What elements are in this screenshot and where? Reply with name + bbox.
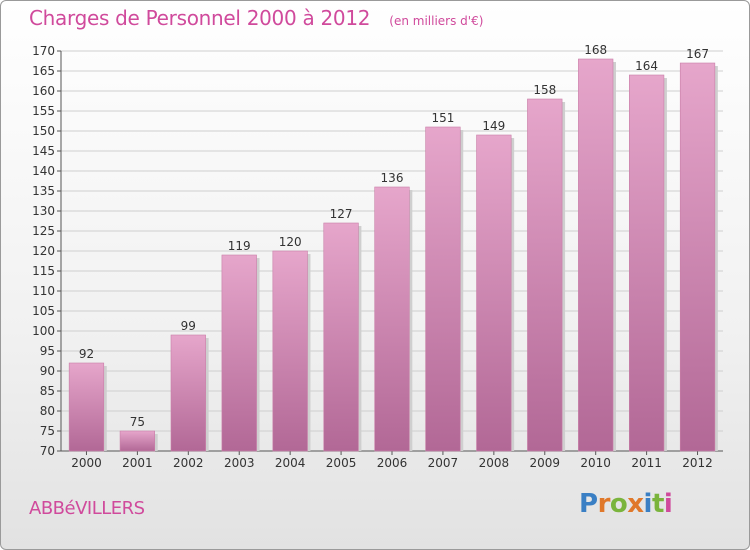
logo-letter: o: [609, 489, 628, 519]
town-name: ABBéVILLERS: [29, 498, 145, 519]
bar-2012: [679, 62, 716, 452]
y-tick-label: 115: [32, 264, 55, 278]
logo-letter: i: [663, 489, 673, 519]
data-label: 151: [431, 111, 454, 125]
y-tick-label: 155: [32, 104, 55, 118]
y-tick-label: 80: [40, 404, 55, 418]
y-tick-label: 105: [32, 304, 55, 318]
bar-2009: [527, 98, 563, 452]
proxiti-logo: Proxiti: [579, 489, 673, 519]
y-tick-label: 95: [40, 344, 55, 358]
x-tick-labels: 2000 2001 2002 2003 2004 2005 2006 2007 2008 2009…: [71, 456, 713, 470]
bars: [68, 58, 718, 452]
x-tick-label: 2008: [479, 456, 510, 470]
y-tick-label: 140: [32, 164, 55, 178]
bar-2003: [221, 254, 257, 452]
data-label: 119: [228, 239, 251, 253]
data-label: 149: [482, 119, 505, 133]
x-tick-label: 2006: [377, 456, 408, 470]
y-tick-label: 135: [32, 184, 55, 198]
x-tick-label: 2009: [529, 456, 560, 470]
data-label: 164: [635, 59, 658, 73]
y-tick-label: 170: [32, 44, 55, 58]
y-tick-label: 130: [32, 204, 55, 218]
y-tick-label: 125: [32, 224, 55, 238]
bar-2007: [425, 126, 461, 452]
y-tick-label: 85: [40, 384, 55, 398]
y-tick-label: 110: [32, 284, 55, 298]
y-tick-label: 75: [40, 424, 55, 438]
x-tick-label: 2001: [122, 456, 153, 470]
x-tick-label: 2002: [173, 456, 204, 470]
data-label: 136: [381, 171, 404, 185]
data-label: 158: [533, 83, 556, 97]
y-tick-label: 150: [32, 124, 55, 138]
y-tick-labels: 70 75 80 85 90 95 100 105 110 115 120 125 130 135 140 1…: [32, 44, 55, 458]
y-tick-label: 145: [32, 144, 55, 158]
bar-2008: [476, 134, 512, 452]
y-tick-label: 70: [40, 444, 55, 458]
bar-2004: [272, 250, 308, 452]
logo-letter: x: [627, 489, 644, 519]
y-tick-label: 90: [40, 364, 55, 378]
y-tick-label: 100: [32, 324, 55, 338]
data-label: 167: [686, 47, 709, 61]
data-label: 92: [79, 347, 94, 361]
x-tick-label: 2012: [682, 456, 713, 470]
logo-letter: t: [651, 489, 664, 519]
bar-2005: [323, 222, 359, 452]
bar-2006: [374, 186, 410, 452]
logo-letter: P: [579, 489, 598, 519]
bar-2001: [119, 430, 155, 452]
x-tick-label: 2003: [224, 456, 255, 470]
data-label: 99: [181, 319, 196, 333]
logo-letter: r: [597, 489, 611, 519]
data-labels: 92 75 99 119 120 127 136 151 149 158 168 164 167: [79, 43, 709, 429]
y-tick-label: 160: [32, 84, 55, 98]
x-tick-label: 2010: [580, 456, 611, 470]
chart-title: Charges de Personnel 2000 à 2012: [29, 6, 371, 30]
data-label: 120: [279, 235, 302, 249]
bar-2000: [68, 362, 105, 452]
x-tick-label: 2011: [631, 456, 662, 470]
data-label: 168: [584, 43, 607, 57]
x-tick-label: 2000: [71, 456, 102, 470]
title-row: Charges de Personnel 2000 à 2012 (en mil…: [29, 6, 483, 30]
data-label: 75: [130, 415, 145, 429]
x-tick-label: 2004: [275, 456, 306, 470]
bar-2011: [629, 74, 665, 452]
x-tick-label: 2005: [326, 456, 357, 470]
chart-subtitle: (en milliers d'€): [389, 14, 484, 28]
data-label: 127: [330, 207, 353, 221]
y-tick-label: 120: [32, 244, 55, 258]
y-tick-label: 165: [32, 64, 55, 78]
bar-2002: [170, 334, 206, 452]
logo-letter: i: [643, 489, 653, 519]
x-tick-label: 2007: [428, 456, 459, 470]
bar-2010: [578, 58, 614, 452]
